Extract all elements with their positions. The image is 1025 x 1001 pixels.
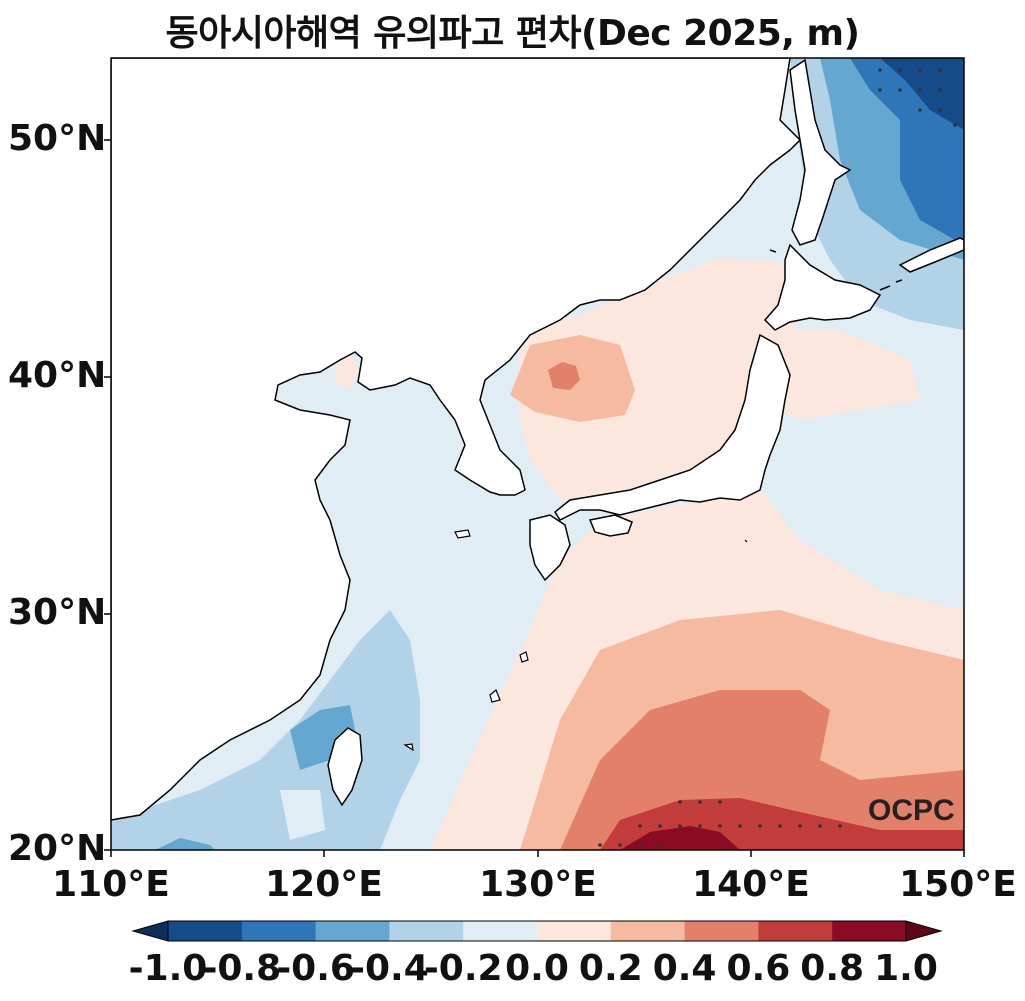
colorbar-frame xyxy=(167,920,907,942)
sakhalin xyxy=(789,58,852,246)
colorbar-swatch xyxy=(315,921,390,941)
colorbar-swatch xyxy=(463,921,538,941)
colorbar xyxy=(131,920,943,942)
contour-bohai-positive xyxy=(335,355,360,390)
colorbar-tick-label: -0.4 xyxy=(350,948,429,989)
contour-east-japan-positive xyxy=(760,330,920,420)
lon-tick-label: 110°E xyxy=(52,864,170,905)
hokkaido xyxy=(763,243,882,331)
contour-sw--0.4--0.2 xyxy=(290,705,355,770)
colorbar-tick-label: -0.2 xyxy=(423,948,503,989)
colorbar-tick-label: 0.8 xyxy=(800,948,865,989)
axis-ticks xyxy=(104,139,965,857)
lat-tick-label: 20°N xyxy=(8,828,107,869)
shikoku xyxy=(588,514,633,537)
contour-sw-light xyxy=(280,790,325,840)
taiwan xyxy=(327,727,363,807)
kyushu xyxy=(529,514,571,582)
lon-tick-label: 140°E xyxy=(692,864,810,905)
lat-tick-label: 30°N xyxy=(8,592,107,633)
colorbar-swatch xyxy=(537,921,612,941)
mainland-china-korea xyxy=(111,58,802,821)
significance-stipple xyxy=(598,68,957,847)
lat-tick-label: 40°N xyxy=(8,355,107,396)
map-title: 동아시아해역 유의파고 편차(Dec 2025, m) xyxy=(165,13,860,54)
colorbar-tick-label: -0.6 xyxy=(276,948,355,989)
lon-tick-label: 130°E xyxy=(479,864,597,905)
small-islands xyxy=(403,529,748,752)
sakhalin-east-coast xyxy=(898,237,964,273)
contour-ne--0.8--0.6 xyxy=(880,58,964,130)
colorbar-over-arrow xyxy=(905,920,943,942)
colorbar-tick-label: 0.4 xyxy=(652,948,717,989)
colorbar-swatch xyxy=(241,921,317,941)
colorbar-swatch xyxy=(832,921,907,941)
colorbar-swatch xyxy=(168,921,243,941)
lat-tick-label: 50°N xyxy=(8,118,107,159)
contour-0.8-1.0 xyxy=(620,826,740,850)
colorbar-tick-label: 1.0 xyxy=(874,948,938,989)
colorbar-tick-label: 0.2 xyxy=(578,948,643,989)
contour-sw-small xyxy=(155,838,215,850)
honshu xyxy=(554,333,791,521)
contour-east-sea-0.4-0.6 xyxy=(548,362,580,390)
colorbar-tick-label: -1.0 xyxy=(128,948,208,989)
colorbar-tick-label: 0.6 xyxy=(726,948,791,989)
lon-tick-label: 120°E xyxy=(265,864,383,905)
colorbar-swatch xyxy=(389,921,464,941)
ocpc-logo: OCPC xyxy=(868,794,955,827)
kuril-islands xyxy=(769,249,903,291)
colorbar-under-arrow xyxy=(131,920,169,942)
colorbar-swatch xyxy=(610,921,686,941)
colorbar-swatch xyxy=(758,921,833,941)
colorbar-tick-label: -0.8 xyxy=(202,948,282,989)
colorbar-tick-label: 0.0 xyxy=(505,948,569,989)
colorbar-swatch xyxy=(684,921,759,941)
lon-tick-label: 150°E xyxy=(899,864,1017,905)
